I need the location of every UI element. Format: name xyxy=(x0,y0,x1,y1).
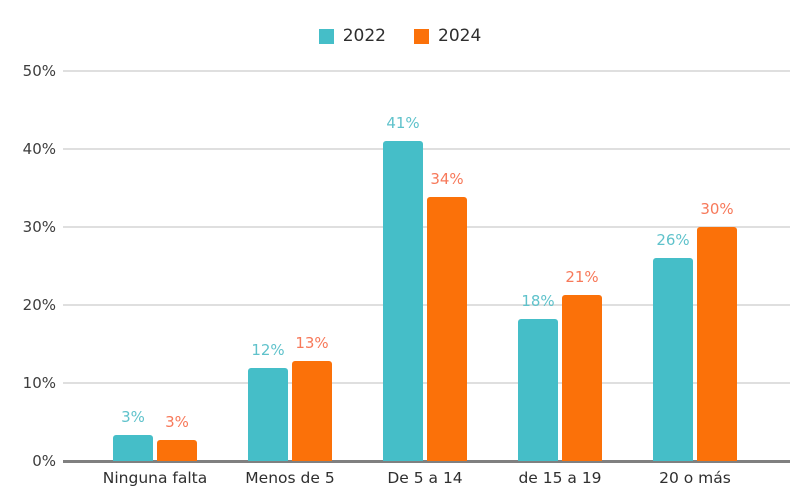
bar-value-label-2024-20-o-mas: 30% xyxy=(700,200,734,218)
y-axis-tick-label-40: 40% xyxy=(22,140,56,158)
gridline-20 xyxy=(63,304,790,306)
bar-2024-de-15-a-19 xyxy=(562,294,602,461)
bar-2024-ninguna-falta xyxy=(157,439,197,461)
y-axis-tick-label-50: 50% xyxy=(22,62,56,80)
gridline-30 xyxy=(63,226,790,228)
bar-value-label-2022-ninguna-falta: 3% xyxy=(121,408,145,427)
bar-2024-de-5-a-14 xyxy=(427,197,467,461)
bar-value-label-2024-ninguna-falta: 3% xyxy=(165,412,189,431)
bar-value-label-2024-de-5-a-14: 34% xyxy=(430,170,464,189)
bar-2022-menos-de-5 xyxy=(248,368,288,461)
bar-value-label-2022-de-15-a-19: 18% xyxy=(521,292,555,311)
gridline-40 xyxy=(63,148,790,150)
y-axis-tick-label-10: 10% xyxy=(22,374,56,392)
bar-2022-de-15-a-19 xyxy=(518,319,558,461)
x-axis-category-label-ninguna-falta: Ninguna falta xyxy=(102,469,208,487)
bar-value-label-2022-menos-de-5: 12% xyxy=(251,341,285,360)
bar-2024-20-o-mas xyxy=(697,227,737,461)
bar-value-label-2022-de-5-a-14: 41% xyxy=(386,114,420,133)
x-axis-category-label-de-15-a-19: de 15 a 19 xyxy=(518,469,602,487)
bar-2022-de-5-a-14 xyxy=(383,141,423,461)
gridline-50 xyxy=(63,70,790,72)
y-axis-tick-label-20: 20% xyxy=(22,296,56,314)
legend-label: 2022 xyxy=(342,26,386,46)
legend-swatch-icon xyxy=(414,28,429,44)
legend: 2022 2024 xyxy=(0,25,800,47)
bar-value-label-2024-de-15-a-19: 21% xyxy=(565,267,599,286)
legend-label: 2024 xyxy=(438,26,482,46)
x-axis-category-label-de-5-a-14: De 5 a 14 xyxy=(387,469,463,487)
x-axis-category-label-20-o-mas: 20 o más xyxy=(659,469,731,487)
bar-value-label-2024-menos-de-5: 13% xyxy=(295,334,329,353)
bar-2022-ninguna-falta xyxy=(113,435,153,461)
x-axis-line xyxy=(63,460,790,463)
legend-item-2022: 2022 xyxy=(318,26,386,46)
gridline-10 xyxy=(63,382,790,384)
y-axis-tick-label-0: 0% xyxy=(32,452,56,470)
y-axis-tick-label-30: 30% xyxy=(22,218,56,236)
bar-value-label-2022-20-o-mas: 26% xyxy=(656,231,690,250)
legend-item-2024: 2024 xyxy=(414,26,481,46)
bar-2022-20-o-mas xyxy=(653,258,693,461)
x-axis-category-label-menos-de-5: Menos de 5 xyxy=(245,469,335,487)
legend-swatch-icon xyxy=(318,28,334,44)
bar-2024-menos-de-5 xyxy=(292,361,332,461)
